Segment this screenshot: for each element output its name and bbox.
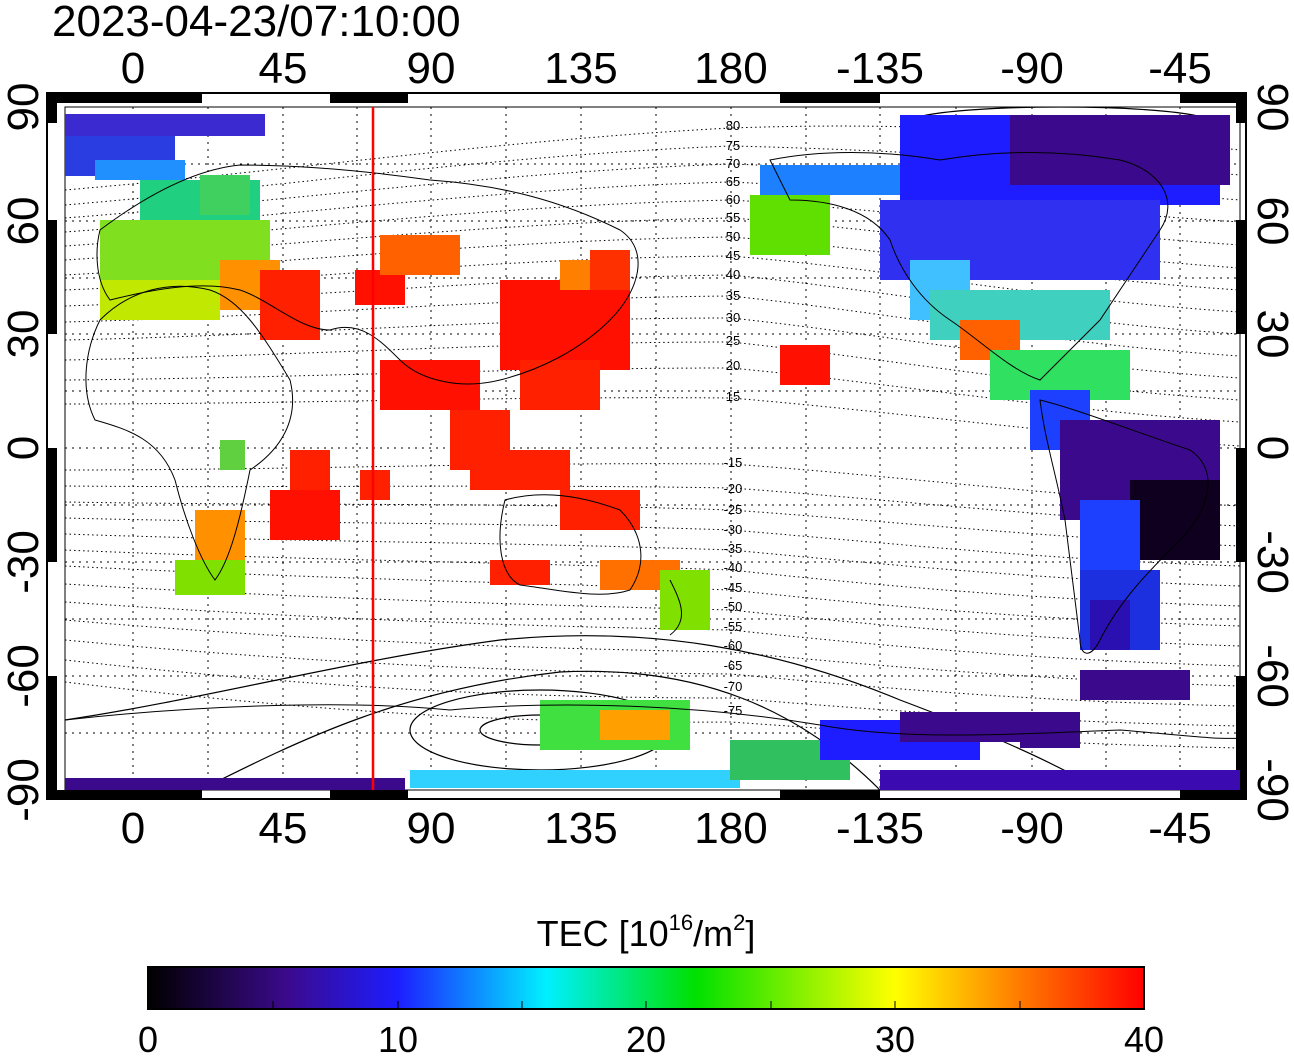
bottom-lon-label: -45 bbox=[1148, 804, 1212, 853]
bottom-lon-label: 135 bbox=[544, 804, 617, 853]
top-lon-label: -90 bbox=[1000, 44, 1064, 93]
top-longitude-labels: 0 45 90 135 180 -135 -90 -45 bbox=[121, 44, 1212, 93]
contour-label: -15 bbox=[724, 455, 743, 470]
colorbar-tick-label: 10 bbox=[378, 1019, 418, 1057]
contour-label: 40 bbox=[726, 267, 740, 282]
contour-label: -50 bbox=[724, 599, 743, 614]
colorbar-tick-label: 20 bbox=[626, 1019, 666, 1057]
right-lat-label: 0 bbox=[1248, 436, 1294, 460]
timestamp-title: 2023-04-23/07:10:00 bbox=[52, 0, 461, 46]
left-latitude-labels: 90 60 30 0 -30 -60 -90 bbox=[0, 83, 48, 822]
top-lon-label: 90 bbox=[407, 44, 456, 93]
contour-label: 30 bbox=[726, 310, 740, 325]
contour-label: -75 bbox=[724, 703, 743, 718]
contour-label: -45 bbox=[724, 580, 743, 595]
contour-label: -20 bbox=[724, 481, 743, 496]
contour-label: 70 bbox=[726, 156, 740, 171]
contour-label: 25 bbox=[726, 333, 740, 348]
contour-label: 50 bbox=[726, 229, 740, 244]
left-lat-label: -90 bbox=[0, 758, 48, 822]
right-lat-label: -90 bbox=[1248, 758, 1294, 822]
contour-label: 55 bbox=[726, 210, 740, 225]
contour-label: 35 bbox=[726, 288, 740, 303]
map-panel: 80 75 70 65 60 55 50 45 40 35 30 25 20 1… bbox=[46, 92, 1247, 800]
contour-labels-south: -15 -20 -25 -30 -35 -40 -45 -50 -55 -60 … bbox=[724, 455, 743, 718]
colorbar-tick-label: 40 bbox=[1124, 1019, 1164, 1057]
left-lat-label: 0 bbox=[0, 436, 48, 460]
bottom-lon-label: 90 bbox=[407, 804, 456, 853]
top-lon-label: 135 bbox=[544, 44, 617, 93]
right-lat-label: -30 bbox=[1248, 530, 1294, 594]
bottom-lon-label: 180 bbox=[694, 804, 767, 853]
colorbar-tick-label: 0 bbox=[138, 1019, 158, 1057]
contour-label: 60 bbox=[726, 192, 740, 207]
top-lon-label: 45 bbox=[259, 44, 308, 93]
left-lat-label: 30 bbox=[0, 310, 48, 359]
colorbar-title: TEC [1016/m2] bbox=[537, 910, 756, 954]
contour-label: 20 bbox=[726, 358, 740, 373]
right-lat-label: 60 bbox=[1248, 197, 1294, 246]
colorbar-ticks bbox=[272, 1001, 1021, 1009]
bottom-lon-label: -135 bbox=[836, 804, 924, 853]
bottom-lon-label: -90 bbox=[1000, 804, 1064, 853]
colorbar-tick-label: 30 bbox=[875, 1019, 915, 1057]
contour-label: -70 bbox=[724, 679, 743, 694]
contour-label: 15 bbox=[726, 389, 740, 404]
contour-label: -55 bbox=[724, 619, 743, 634]
contour-labels-north: 80 75 70 65 60 55 50 45 40 35 30 25 20 1… bbox=[726, 118, 740, 404]
contour-label: -25 bbox=[724, 502, 743, 517]
left-lat-label: -30 bbox=[0, 530, 48, 594]
right-lat-label: 90 bbox=[1248, 83, 1294, 132]
coastlines bbox=[65, 152, 1240, 739]
contour-label: -30 bbox=[724, 522, 743, 537]
top-lon-label: -135 bbox=[836, 44, 924, 93]
bottom-longitude-labels: 0 45 90 135 180 -135 -90 -45 bbox=[121, 804, 1212, 853]
bottom-lon-label: 0 bbox=[121, 804, 145, 853]
contour-label: -65 bbox=[724, 658, 743, 673]
colorbar: TEC [1016/m2] 0 10 20 30 40 bbox=[138, 910, 1164, 1057]
contour-label: 75 bbox=[726, 138, 740, 153]
right-lat-label: -60 bbox=[1248, 644, 1294, 708]
contour-label: -40 bbox=[724, 560, 743, 575]
left-lat-label: 60 bbox=[0, 197, 48, 246]
contour-label: 45 bbox=[726, 248, 740, 263]
contour-label: 65 bbox=[726, 174, 740, 189]
left-lat-label: 90 bbox=[0, 83, 48, 132]
top-lon-label: 180 bbox=[694, 44, 767, 93]
right-latitude-labels: 90 60 30 0 -30 -60 -90 bbox=[1248, 83, 1294, 822]
top-lon-label: 0 bbox=[121, 44, 145, 93]
frame-axis-bars bbox=[47, 93, 1246, 799]
left-lat-label: -60 bbox=[0, 644, 48, 708]
bottom-lon-label: 45 bbox=[259, 804, 308, 853]
right-lat-label: 30 bbox=[1248, 310, 1294, 359]
top-lon-label: -45 bbox=[1148, 44, 1212, 93]
contour-label: -60 bbox=[724, 638, 743, 653]
contour-label: -35 bbox=[724, 541, 743, 556]
contour-label: 80 bbox=[726, 118, 740, 133]
